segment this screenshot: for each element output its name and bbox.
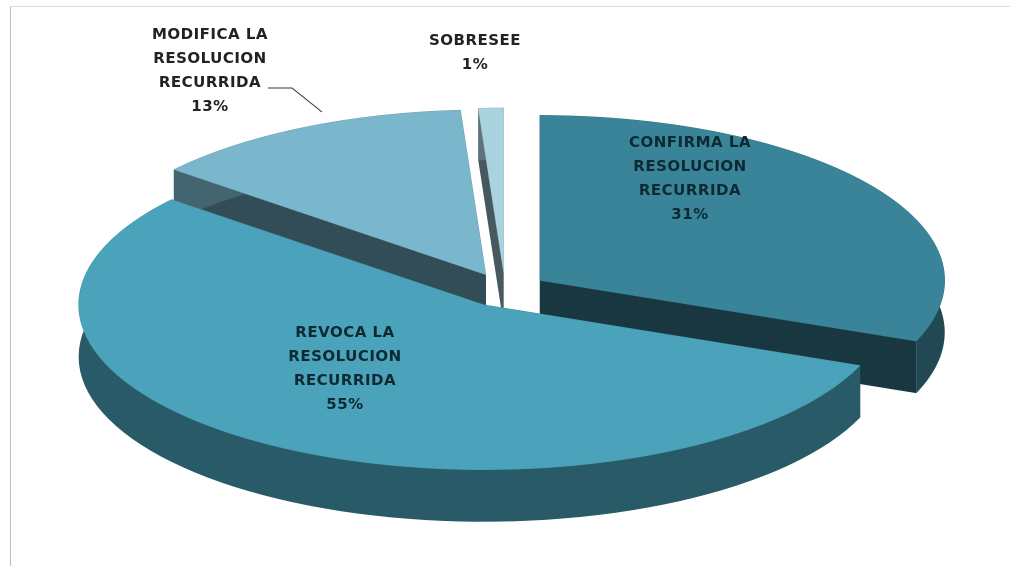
slice <box>539 115 945 342</box>
data-label: CONFIRMA LA RESOLUCION RECURRIDA 31% <box>595 130 785 226</box>
label-category: REVOCA LA RESOLUCION RECURRIDA <box>288 323 402 389</box>
label-category: SOBRESEE <box>428 31 522 49</box>
slice-cut <box>478 108 504 325</box>
data-label: MODIFICA LA RESOLUCION RECURRIDA 13% <box>120 22 300 118</box>
leader-line <box>268 87 323 113</box>
data-label: REVOCA LA RESOLUCION RECURRIDA 55% <box>250 320 440 416</box>
slice <box>173 109 487 276</box>
label-category: CONFIRMA LA RESOLUCION RECURRIDA <box>628 133 752 199</box>
chart-frame <box>10 6 1010 566</box>
label-value: 55% <box>326 395 364 413</box>
slice <box>78 199 861 470</box>
data-label: SOBRESEE 1% <box>425 28 525 76</box>
slice <box>477 107 504 273</box>
label-value: 13% <box>191 97 229 115</box>
label-category: MODIFICA LA RESOLUCION RECURRIDA <box>151 25 269 91</box>
label-value: 1% <box>461 55 489 73</box>
label-value: 31% <box>671 205 709 223</box>
